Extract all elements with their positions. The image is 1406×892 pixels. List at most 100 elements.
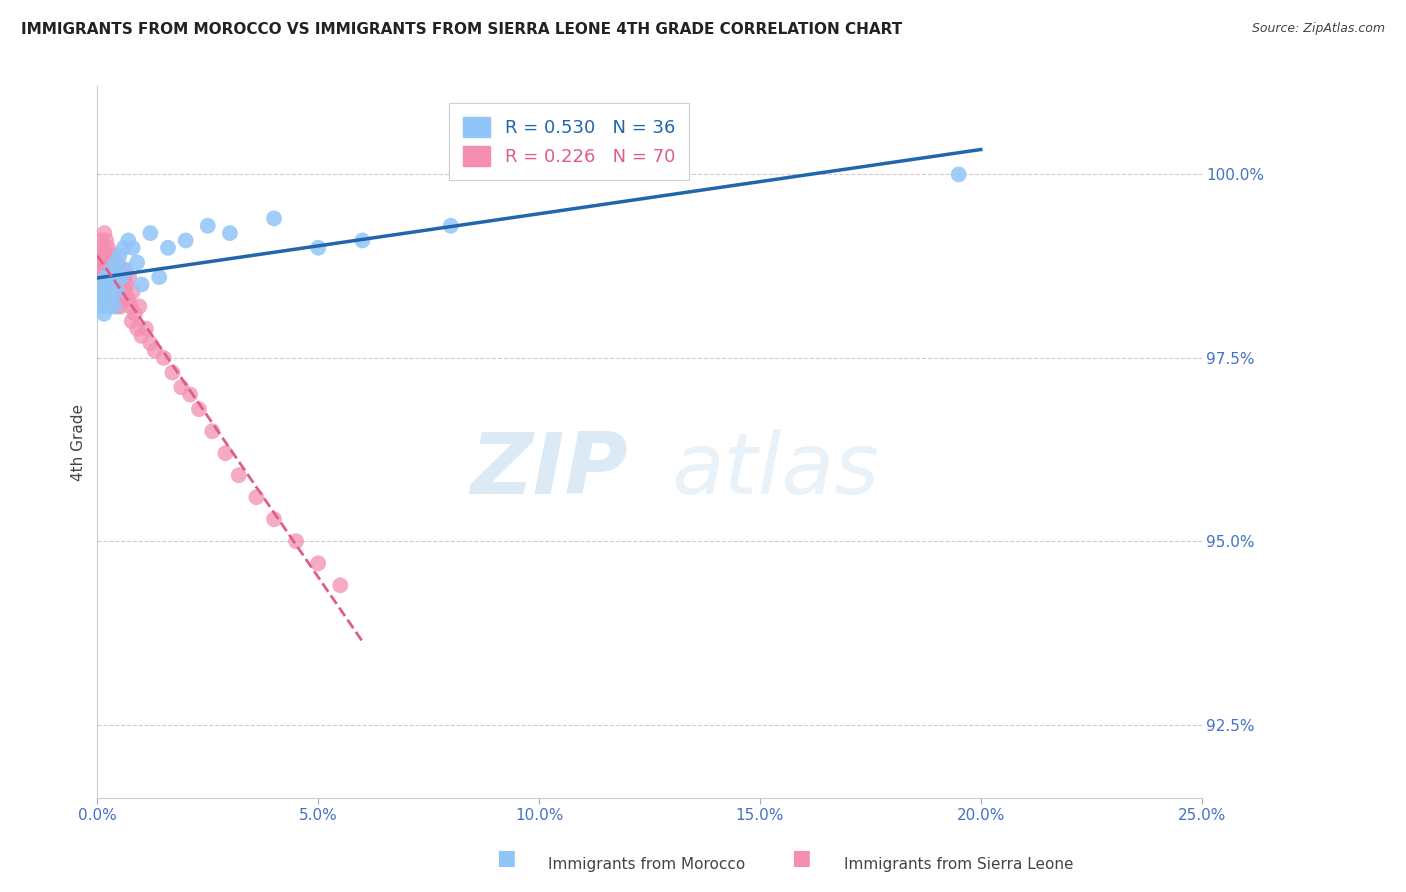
Point	[115, 277, 138, 292]
Point	[105, 300, 128, 314]
Point	[121, 285, 143, 299]
Point	[107, 255, 129, 269]
Point	[157, 241, 180, 255]
Point	[89, 255, 111, 269]
Point	[174, 234, 197, 248]
Point	[101, 285, 124, 299]
Point	[131, 328, 153, 343]
Legend: R = 0.530   N = 36, R = 0.226   N = 70: R = 0.530 N = 36, R = 0.226 N = 70	[449, 103, 689, 180]
Point	[111, 270, 134, 285]
Point	[352, 234, 374, 248]
Y-axis label: 4th Grade: 4th Grade	[72, 404, 86, 481]
Point	[104, 292, 127, 306]
Text: IMMIGRANTS FROM MOROCCO VS IMMIGRANTS FROM SIERRA LEONE 4TH GRADE CORRELATION CH: IMMIGRANTS FROM MOROCCO VS IMMIGRANTS FR…	[21, 22, 903, 37]
Point	[91, 277, 114, 292]
Point	[214, 446, 236, 460]
Point	[103, 248, 125, 262]
Point	[121, 314, 143, 328]
Point	[100, 262, 122, 277]
Point	[139, 226, 162, 240]
Point	[89, 300, 111, 314]
Point	[127, 255, 149, 269]
Point	[89, 248, 111, 262]
Point	[98, 248, 121, 262]
Point	[112, 262, 135, 277]
Point	[105, 285, 128, 299]
Text: Source: ZipAtlas.com: Source: ZipAtlas.com	[1251, 22, 1385, 36]
Point	[101, 270, 124, 285]
Point	[201, 424, 224, 438]
Point	[93, 255, 115, 269]
Point	[91, 241, 114, 255]
Point	[104, 255, 127, 269]
Point	[228, 468, 250, 483]
Point	[100, 292, 122, 306]
Text: ZIP: ZIP	[470, 429, 627, 512]
Point	[124, 307, 146, 321]
Point	[94, 285, 117, 299]
Point	[100, 262, 122, 277]
Point	[187, 402, 209, 417]
Point	[148, 270, 170, 285]
Point	[120, 300, 142, 314]
Point	[96, 270, 118, 285]
Point	[90, 285, 112, 299]
Text: ■: ■	[792, 848, 811, 868]
Text: Immigrants from Sierra Leone: Immigrants from Sierra Leone	[844, 857, 1073, 872]
Point	[114, 285, 136, 299]
Point	[152, 351, 174, 365]
Point	[179, 387, 201, 401]
Point	[948, 168, 970, 182]
Point	[90, 292, 112, 306]
Point	[91, 277, 114, 292]
Point	[94, 248, 117, 262]
Point	[143, 343, 166, 358]
Point	[329, 578, 352, 592]
Point	[100, 292, 122, 306]
Point	[170, 380, 193, 394]
Point	[105, 285, 128, 299]
Point	[93, 307, 115, 321]
Point	[94, 270, 117, 285]
Point	[96, 300, 118, 314]
Point	[111, 292, 134, 306]
Point	[112, 241, 135, 255]
Point	[101, 255, 124, 269]
Point	[96, 234, 118, 248]
Text: Immigrants from Morocco: Immigrants from Morocco	[548, 857, 745, 872]
Point	[139, 336, 162, 351]
Point	[307, 556, 329, 570]
Point	[104, 262, 127, 277]
Point	[108, 277, 131, 292]
Point	[128, 300, 150, 314]
Text: atlas: atlas	[672, 429, 880, 512]
Point	[245, 490, 267, 504]
Point	[110, 300, 132, 314]
Point	[121, 241, 143, 255]
Point	[97, 241, 120, 255]
Point	[218, 226, 240, 240]
Point	[115, 262, 138, 277]
Point	[89, 270, 111, 285]
Point	[110, 277, 132, 292]
Point	[103, 285, 125, 299]
Point	[103, 277, 125, 292]
Point	[96, 292, 118, 306]
Point	[285, 534, 308, 549]
Point	[97, 262, 120, 277]
Point	[98, 292, 121, 306]
Point	[117, 234, 139, 248]
Point	[103, 300, 125, 314]
Point	[97, 277, 120, 292]
Point	[127, 321, 149, 335]
Point	[197, 219, 219, 233]
Point	[96, 270, 118, 285]
Point	[114, 270, 136, 285]
Point	[104, 277, 127, 292]
Point	[162, 366, 184, 380]
Point	[93, 226, 115, 240]
Point	[307, 241, 329, 255]
Point	[98, 277, 121, 292]
Point	[94, 262, 117, 277]
Point	[100, 270, 122, 285]
